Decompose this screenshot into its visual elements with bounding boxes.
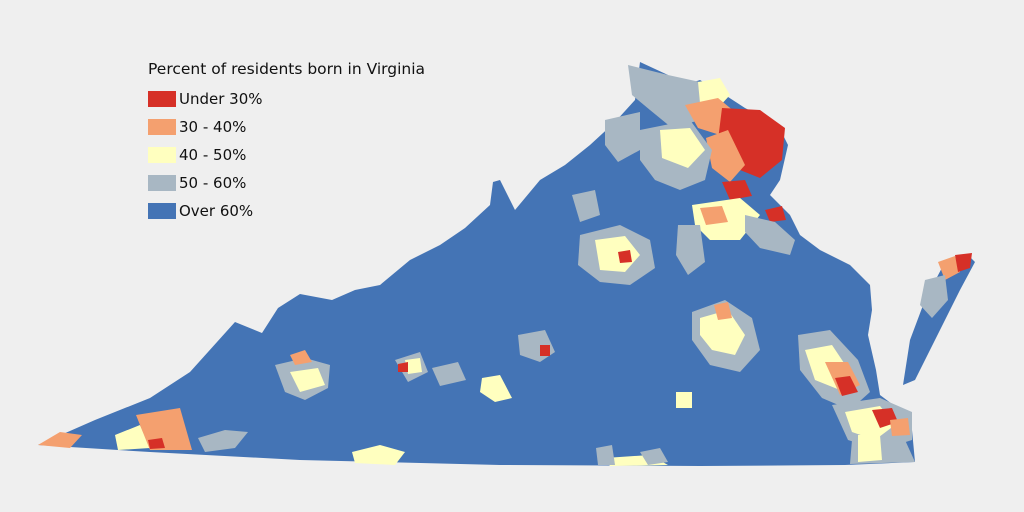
- region-nova-yellow-1: [698, 78, 730, 108]
- region-southside-gray: [596, 445, 615, 465]
- legend-title: Percent of residents born in Virginia: [148, 60, 426, 78]
- legend-swatch: [148, 91, 176, 107]
- region-richmond-yellow: [700, 310, 745, 355]
- region-es-orange: [938, 256, 960, 280]
- region-bedford-yellow: [480, 375, 512, 402]
- region-peninsula-red: [835, 376, 858, 396]
- region-es-gray: [920, 275, 948, 318]
- legend-label: 50 - 60%: [179, 174, 247, 192]
- region-northern-neck-gray: [745, 215, 795, 255]
- legend-item: 40 - 50%: [148, 141, 425, 169]
- region-winchester-gray: [605, 112, 640, 162]
- region-norfolk-orange: [890, 418, 910, 436]
- legend-label: Over 60%: [179, 202, 254, 220]
- region-nova-orange-2: [706, 130, 745, 182]
- region-fredericksburg-red: [722, 180, 752, 200]
- legend-swatch: [148, 203, 176, 219]
- region-charlottesville-red: [618, 250, 632, 263]
- region-es-red: [955, 253, 972, 272]
- region-sw-gray-1: [198, 430, 248, 452]
- region-charlottesville-yellow: [595, 236, 640, 272]
- legend-item: Under 30%: [148, 85, 425, 113]
- region-sw-orange-1: [38, 432, 82, 448]
- legend-label: 30 - 40%: [179, 118, 247, 136]
- region-fredericksburg-orange: [700, 206, 728, 225]
- region-southside-gray-2: [640, 448, 668, 465]
- legend-item: 30 - 40%: [148, 113, 425, 141]
- region-harrisonburg-gray: [572, 190, 600, 222]
- region-sw-yellow-1: [115, 425, 150, 450]
- legend-swatch: [148, 147, 176, 163]
- county-regions: [38, 65, 972, 466]
- region-blacksburg-gray: [432, 362, 466, 386]
- region-sw-red: [148, 438, 165, 449]
- region-southside-yellow-1: [352, 445, 405, 465]
- region-nova-yellow-2: [660, 128, 705, 168]
- region-chesapeake-yellow: [858, 435, 882, 462]
- legend: Percent of residents born in Virginia Un…: [148, 60, 425, 225]
- region-culpeper-gray: [676, 225, 705, 275]
- legend-label: Under 30%: [179, 90, 263, 108]
- region-sw-yellow-2: [290, 368, 325, 392]
- region-roanoke-red: [398, 362, 408, 372]
- legend-item: Over 60%: [148, 197, 425, 225]
- region-sw-orange-2: [136, 408, 192, 450]
- legend-swatch: [148, 119, 176, 135]
- region-kinggeorge-red: [765, 206, 786, 222]
- region-lynchburg-red: [540, 345, 550, 356]
- region-sw-orange-3: [290, 350, 312, 365]
- region-richmond-orange: [714, 302, 732, 320]
- legend-item: 50 - 60%: [148, 169, 425, 197]
- region-roanoke-yellow: [405, 358, 422, 374]
- region-farmville-yellow: [676, 392, 692, 408]
- legend-items: Under 30% 30 - 40% 40 - 50% 50 - 60% Over 60…: [148, 85, 425, 225]
- region-eastern-shore: [903, 255, 975, 385]
- legend-label: 40 - 50%: [179, 146, 247, 164]
- legend-swatch: [148, 175, 176, 191]
